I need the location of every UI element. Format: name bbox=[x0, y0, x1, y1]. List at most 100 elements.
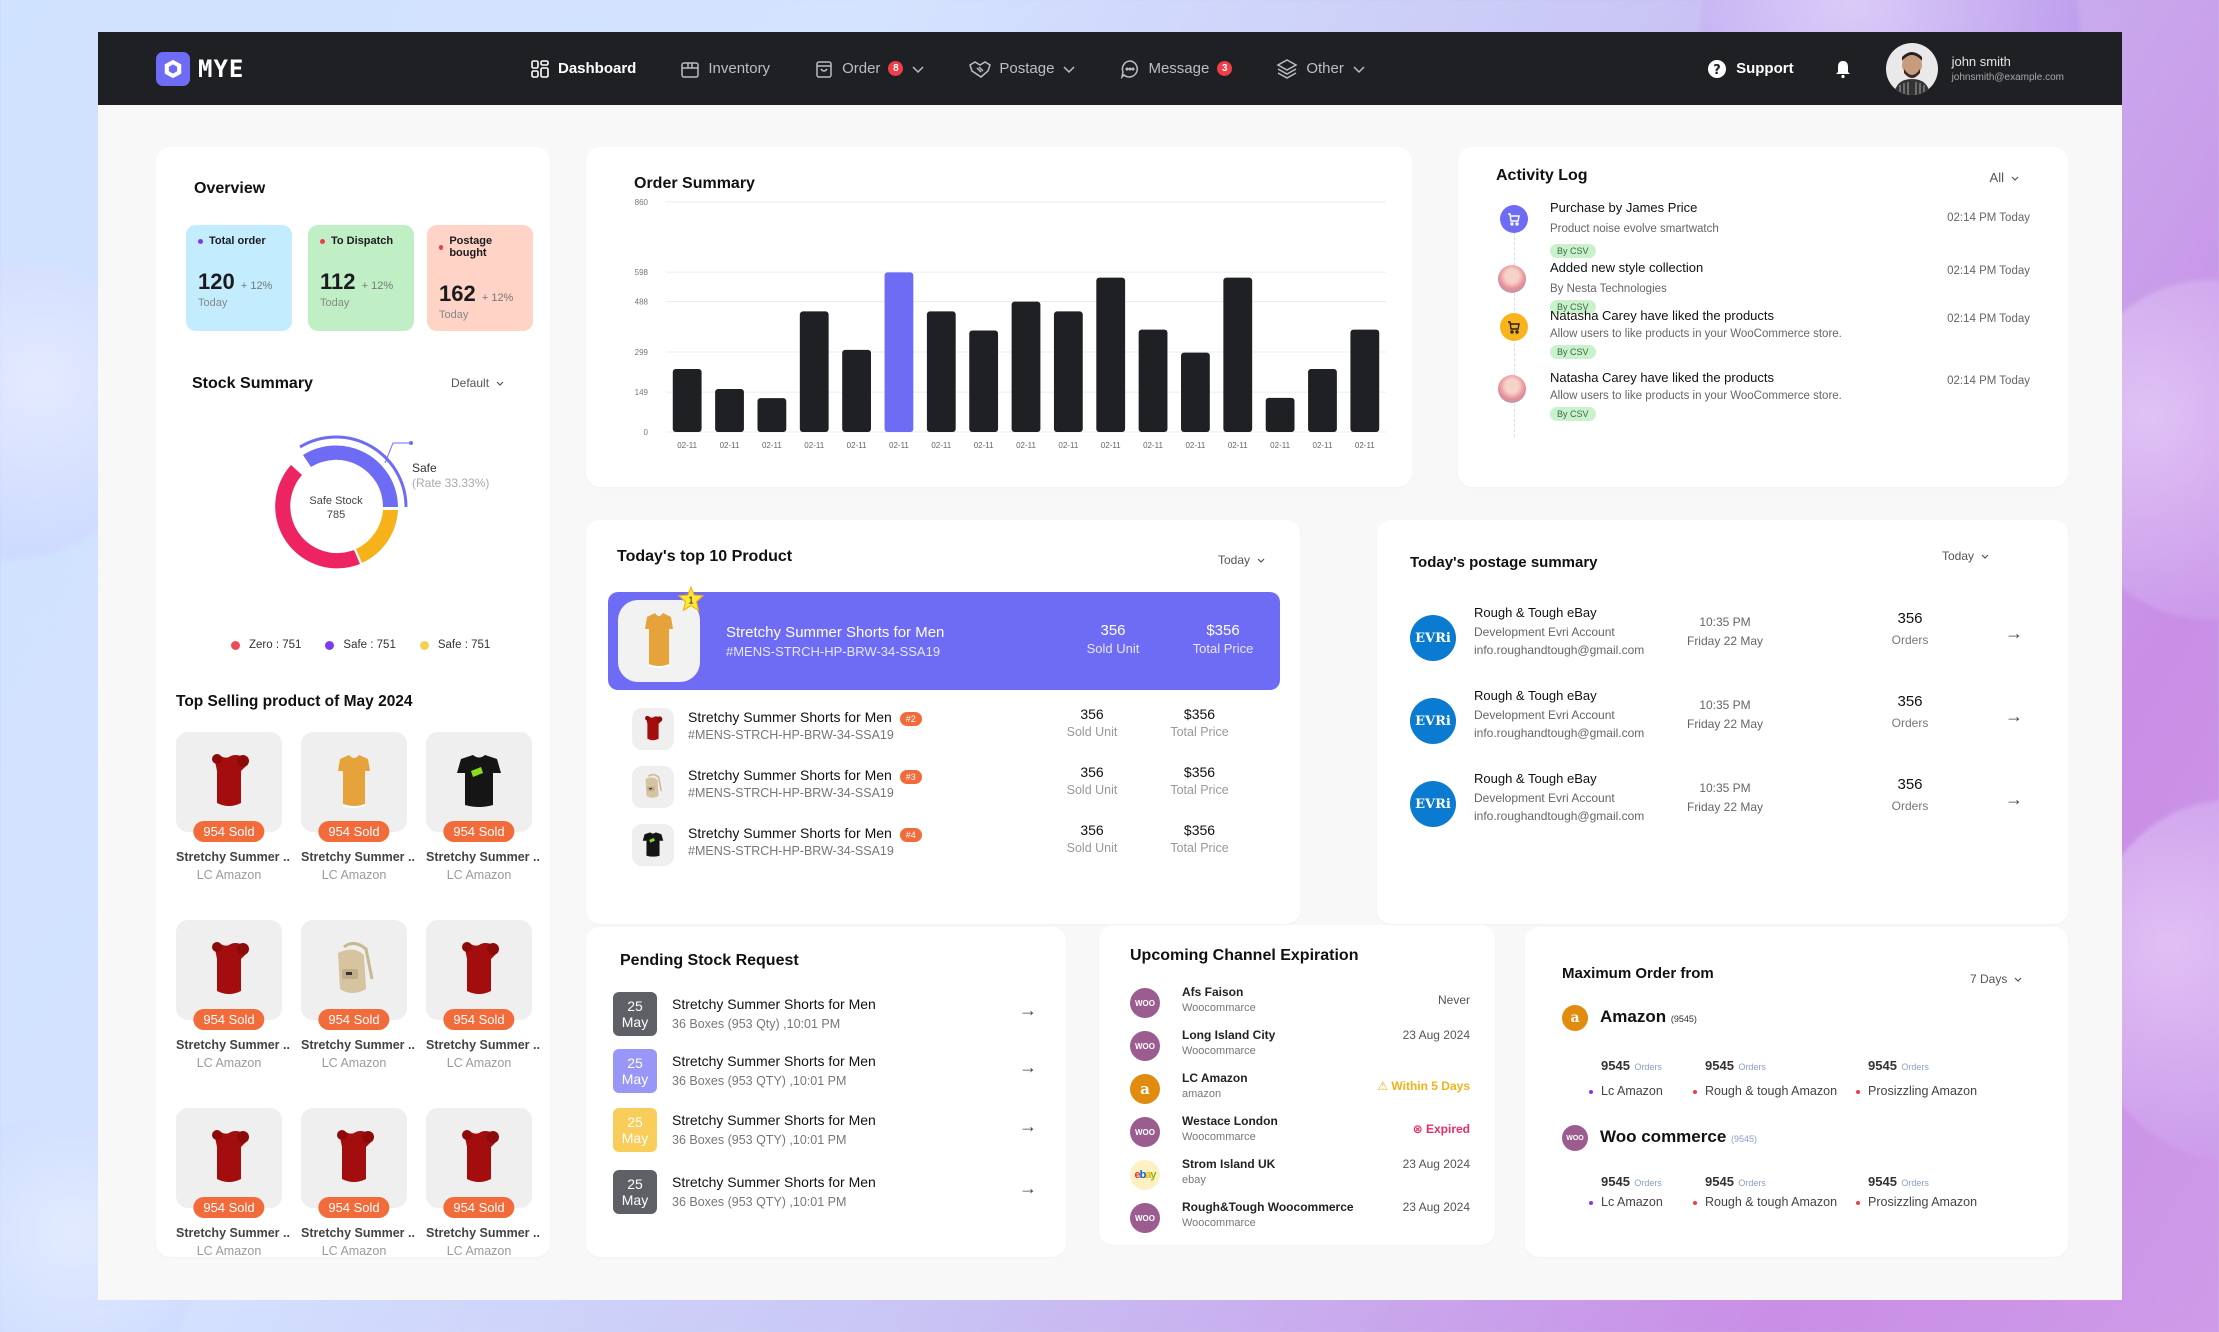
channel-stat[interactable]: 9545 Orders Prosizzling Amazon bbox=[1856, 1173, 1977, 1209]
arrow-right-icon[interactable]: → bbox=[1019, 1116, 1037, 1136]
stat-label: Postage bought bbox=[449, 235, 493, 259]
stat-period: Today bbox=[198, 297, 228, 309]
nav-message[interactable]: Message 3 bbox=[1120, 59, 1233, 79]
donut-center-value: 785 bbox=[327, 509, 345, 521]
nav-other[interactable]: Other bbox=[1276, 58, 1366, 80]
top-selling-product[interactable]: 954 Sold Stretchy Summer .. LC Amazon bbox=[426, 920, 540, 1070]
product-name: Stretchy Summer .. bbox=[426, 1226, 540, 1240]
group-count: (9545) bbox=[1731, 1134, 1758, 1144]
stat-label: To Dispatch bbox=[331, 235, 394, 247]
channel-row[interactable]: WOO Afs Faison Woocommarce Never bbox=[1130, 985, 1470, 1021]
total-price-label: Total Price bbox=[1170, 725, 1229, 739]
arrow-right-icon[interactable]: → bbox=[2005, 623, 2023, 643]
channel-row[interactable]: WOO Rough&Tough Woocommerce Woocommarce … bbox=[1130, 1200, 1470, 1236]
date-badge: 25 May bbox=[613, 992, 657, 1036]
activity-filter-dropdown[interactable]: All bbox=[1990, 170, 2020, 185]
red-top-icon bbox=[212, 1130, 249, 1182]
svg-text:299: 299 bbox=[635, 348, 649, 357]
pending-row[interactable]: 25 May Stretchy Summer Shorts for Men 36 … bbox=[613, 1049, 1043, 1095]
top-selling-product[interactable]: 954 Sold Stretchy Summer .. LC Amazon bbox=[176, 1108, 290, 1258]
stat-unit: Orders bbox=[1901, 1178, 1929, 1188]
nav-postage[interactable]: Postage bbox=[969, 59, 1076, 79]
activity-item[interactable]: Natasha Carey have liked the products Al… bbox=[1550, 308, 2030, 360]
activity-item[interactable]: Purchase by James Price Product noise ev… bbox=[1550, 200, 2030, 259]
order-bar-chart[interactable]: 0 149 299 488 598 860 02-11 02-11 02-11 02-11 02-1… bbox=[626, 192, 1396, 472]
stock-summary-title: Stock Summary bbox=[192, 375, 313, 392]
top10-product-row[interactable]: Stretchy Summer Shorts for Men #4 #MENS-… bbox=[632, 822, 1272, 868]
channel-name: Afs Faison bbox=[1182, 985, 1244, 999]
red-top-icon bbox=[462, 942, 499, 994]
svg-text:02-11: 02-11 bbox=[1355, 441, 1375, 450]
nav-inventory[interactable]: Inventory bbox=[680, 59, 770, 79]
support-button[interactable]: ? Support bbox=[1707, 59, 1794, 79]
brand-logo[interactable]: MYE bbox=[156, 51, 244, 86]
postage-filter-dropdown[interactable]: Today bbox=[1942, 549, 1990, 563]
pending-row[interactable]: 25 May Stretchy Summer Shorts for Men 36 … bbox=[613, 1170, 1043, 1216]
arrow-right-icon[interactable]: → bbox=[2005, 706, 2023, 726]
postage-time: 10:35 PM bbox=[1699, 698, 1751, 712]
close-circle-icon: ⊗ bbox=[1412, 1122, 1426, 1136]
channel-row[interactable]: WOO Westace London Woocommarce ⊗ Expired bbox=[1130, 1114, 1470, 1150]
channel-status: ⊗ Expired bbox=[1412, 1122, 1470, 1136]
top10-product-row[interactable]: Stretchy Summer Shorts for Men #2 #MENS-… bbox=[632, 706, 1272, 752]
postage-row[interactable]: EVRi Rough & Tough eBay Development Evri… bbox=[1410, 605, 2030, 671]
max-order-filter-dropdown[interactable]: 7 Days bbox=[1970, 972, 2023, 986]
top-selling-product[interactable]: 954 Sold Stretchy Summer .. LC Amazon bbox=[426, 732, 540, 882]
product-name: Stretchy Summer .. bbox=[301, 850, 415, 864]
svg-text:02-11: 02-11 bbox=[720, 441, 740, 450]
nav-order[interactable]: Order 8 bbox=[814, 59, 925, 79]
top-selling-product[interactable]: 954 Sold Stretchy Summer .. LC Amazon bbox=[426, 1108, 540, 1258]
top-selling-product[interactable]: 954 Sold Stretchy Summer .. LC Amazon bbox=[301, 920, 415, 1070]
user-info[interactable]: john smith johnsmith@example.com bbox=[1952, 54, 2064, 83]
top10-filter-dropdown[interactable]: Today bbox=[1218, 553, 1266, 567]
pending-row[interactable]: 25 May Stretchy Summer Shorts for Men 36 … bbox=[613, 1108, 1043, 1154]
stat-unit: Orders bbox=[1738, 1062, 1766, 1072]
dot-icon bbox=[1856, 1090, 1860, 1094]
svg-text:598: 598 bbox=[635, 268, 649, 277]
postage-email: info.roughandtough@gmail.com bbox=[1474, 809, 1645, 823]
pending-row[interactable]: 25 May Stretchy Summer Shorts for Men 36 … bbox=[613, 992, 1043, 1038]
top-selling-product[interactable]: 954 Sold Stretchy Summer .. LC Amazon bbox=[301, 732, 415, 882]
postage-row[interactable]: EVRi Rough & Tough eBay Development Evri… bbox=[1410, 771, 2030, 837]
date-month: May bbox=[621, 1071, 649, 1087]
arrow-right-icon[interactable]: → bbox=[1019, 1000, 1037, 1020]
stock-donut-chart[interactable]: Safe Stock 785 bbox=[266, 427, 416, 577]
postage-row[interactable]: EVRi Rough & Tough eBay Development Evri… bbox=[1410, 688, 2030, 754]
channel-stat[interactable]: 9545 Orders Rough & tough Amazon bbox=[1693, 1173, 1837, 1209]
top-selling-product[interactable]: 954 Sold Stretchy Summer .. LC Amazon bbox=[176, 732, 290, 882]
user-avatar[interactable] bbox=[1885, 42, 1938, 95]
channel-row[interactable]: a LC Amazon amazon ⚠ Within 5 Days bbox=[1130, 1071, 1470, 1107]
nav-dashboard-label: Dashboard bbox=[558, 60, 637, 77]
stat-card-total-order[interactable]: Total order 120 + 12% Today bbox=[186, 225, 292, 331]
channel-stat[interactable]: 9545 Orders Prosizzling Amazon bbox=[1856, 1057, 1977, 1098]
channel-stat[interactable]: 9545 Orders Lc Amazon bbox=[1589, 1057, 1663, 1098]
top-selling-product[interactable]: 954 Sold Stretchy Summer .. LC Amazon bbox=[301, 1108, 415, 1258]
sold-badge: 954 Sold bbox=[193, 821, 265, 842]
nav-dashboard[interactable]: Dashboard bbox=[530, 59, 636, 79]
svg-text:02-11: 02-11 bbox=[1313, 441, 1333, 450]
dot-icon bbox=[1693, 1090, 1697, 1094]
stat-unit: Orders bbox=[1634, 1178, 1662, 1188]
bar bbox=[1223, 277, 1253, 432]
activity-item[interactable]: Natasha Carey have liked the products Al… bbox=[1550, 370, 2030, 422]
top-selling-product[interactable]: 954 Sold Stretchy Summer .. LC Amazon bbox=[176, 920, 290, 1070]
activity-item[interactable]: Added new style collection By Nesta Tech… bbox=[1550, 260, 2030, 315]
channel-row[interactable]: WOO Long Island City Woocommarce 23 Aug … bbox=[1130, 1028, 1470, 1064]
stat-value: 112 bbox=[320, 269, 356, 294]
arrow-right-icon[interactable]: → bbox=[1019, 1178, 1037, 1198]
sold-unit-value: 356 bbox=[1080, 764, 1104, 780]
amazon-logo-icon: a bbox=[1562, 1005, 1588, 1031]
stat-card-to-dispatch[interactable]: To Dispatch 112 + 12% Today bbox=[308, 225, 414, 331]
bell-icon[interactable] bbox=[1834, 59, 1852, 79]
stat-card-postage-bought[interactable]: Postage bought 162 + 12% Today bbox=[427, 225, 533, 331]
channel-stat[interactable]: 9545 Orders Lc Amazon bbox=[1589, 1173, 1663, 1209]
arrow-right-icon[interactable]: → bbox=[2005, 789, 2023, 809]
channel-stat[interactable]: 9545 Orders Rough & tough Amazon bbox=[1693, 1057, 1837, 1098]
bar bbox=[1138, 329, 1168, 432]
channel-platform: Woocommarce bbox=[1182, 1131, 1256, 1143]
top10-product-row[interactable]: Stretchy Summer Shorts for Men #3 #MENS-… bbox=[632, 764, 1272, 810]
stock-filter-dropdown[interactable]: Default bbox=[451, 376, 505, 390]
featured-product-row[interactable]: 1 Stretchy Summer Shorts for Men #MENS-S… bbox=[608, 586, 1280, 690]
arrow-right-icon[interactable]: → bbox=[1019, 1057, 1037, 1077]
